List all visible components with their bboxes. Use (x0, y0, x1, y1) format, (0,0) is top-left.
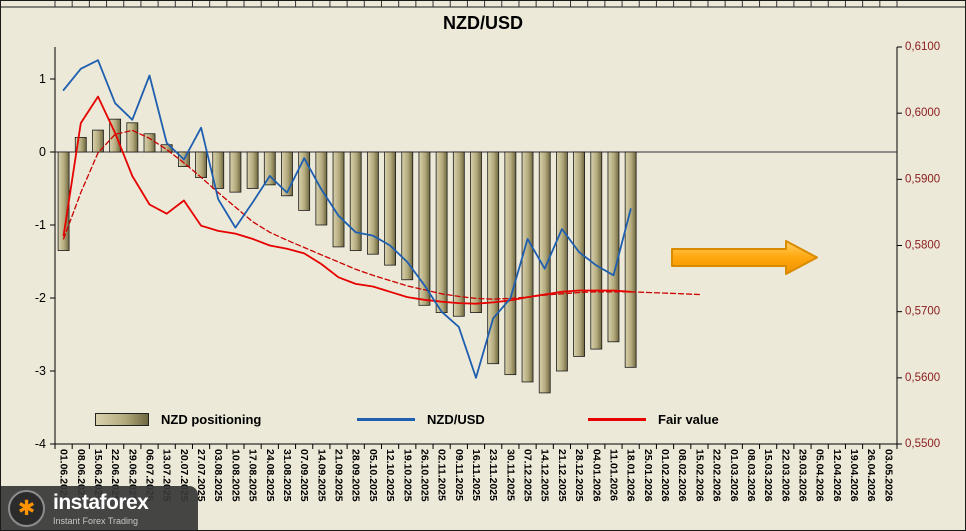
svg-text:18.01.2026: 18.01.2026 (625, 449, 637, 502)
svg-text:23.11.2025: 23.11.2025 (487, 449, 499, 501)
svg-text:02.11.2025: 02.11.2025 (436, 449, 448, 501)
svg-text:31.08.2025: 31.08.2025 (281, 449, 293, 502)
svg-text:08.02.2026: 08.02.2026 (676, 449, 688, 502)
svg-text:05.10.2025: 05.10.2025 (367, 449, 379, 502)
svg-text:28.12.2025: 28.12.2025 (573, 449, 585, 502)
svg-text:17.08.2025: 17.08.2025 (247, 449, 259, 502)
legend-bar-swatch-icon (95, 412, 149, 426)
svg-text:22.02.2026: 22.02.2026 (711, 449, 723, 502)
chart-title: NZD/USD (443, 13, 523, 33)
legend-line-swatch-blue-icon (357, 417, 415, 421)
legend-line-swatch-red-icon (588, 417, 646, 421)
svg-text:27.07.2025: 27.07.2025 (195, 449, 207, 502)
chart-legend: NZD positioning NZD/USD Fair value (0, 406, 966, 432)
legend-item-nzd-positioning: NZD positioning (95, 406, 261, 432)
svg-text:15.03.2026: 15.03.2026 (762, 449, 774, 502)
svg-text:12.10.2025: 12.10.2025 (384, 449, 396, 502)
svg-text:09.11.2025: 09.11.2025 (453, 449, 465, 501)
svg-text:0,6000: 0,6000 (905, 107, 940, 119)
svg-text:14.09.2025: 14.09.2025 (315, 449, 327, 502)
svg-text:-2: -2 (35, 291, 46, 305)
svg-text:-3: -3 (35, 364, 46, 378)
svg-text:0,5600: 0,5600 (905, 372, 940, 384)
svg-text:01.03.2026: 01.03.2026 (728, 449, 740, 502)
svg-text:-4: -4 (35, 437, 46, 451)
svg-text:28.09.2025: 28.09.2025 (350, 449, 362, 502)
svg-text:03.05.2026: 03.05.2026 (882, 449, 894, 502)
svg-text:30.11.2025: 30.11.2025 (504, 449, 516, 501)
svg-text:0,5700: 0,5700 (905, 306, 940, 318)
svg-text:14.12.2025: 14.12.2025 (539, 449, 551, 502)
legend-item-fair-value: Fair value (588, 406, 719, 432)
legend-label-nzdusd: NZD/USD (427, 411, 485, 427)
svg-text:22.03.2026: 22.03.2026 (779, 449, 791, 502)
svg-text:21.09.2025: 21.09.2025 (333, 449, 345, 502)
svg-text:08.03.2026: 08.03.2026 (745, 449, 757, 502)
svg-text:29.03.2026: 29.03.2026 (796, 449, 808, 502)
svg-text:-1: -1 (35, 218, 46, 232)
svg-text:19.04.2026: 19.04.2026 (848, 449, 860, 502)
brand-watermark: ✱ instaforex Instant Forex Trading (0, 486, 198, 531)
svg-text:01.02.2026: 01.02.2026 (659, 449, 671, 502)
svg-text:12.04.2026: 12.04.2026 (831, 449, 843, 502)
svg-text:04.01.2026: 04.01.2026 (590, 449, 602, 502)
svg-text:19.10.2025: 19.10.2025 (401, 449, 413, 502)
brand-tagline: Instant Forex Trading (53, 515, 139, 526)
svg-text:0,5800: 0,5800 (905, 240, 940, 252)
svg-text:10.08.2025: 10.08.2025 (229, 449, 241, 502)
svg-text:07.12.2025: 07.12.2025 (522, 449, 534, 502)
svg-text:26.04.2026: 26.04.2026 (865, 449, 877, 502)
svg-text:0,6100: 0,6100 (905, 41, 940, 53)
brand-text: instaforex Instant Forex Trading (53, 490, 149, 526)
svg-text:0,5900: 0,5900 (905, 173, 940, 185)
legend-label-fair-value: Fair value (658, 411, 719, 427)
svg-text:15.02.2026: 15.02.2026 (693, 449, 705, 502)
svg-text:21.12.2025: 21.12.2025 (556, 449, 568, 502)
svg-text:1: 1 (39, 72, 46, 86)
brand-name: instaforex (53, 490, 149, 514)
svg-text:03.08.2025: 03.08.2025 (212, 449, 224, 502)
svg-text:25.01.2026: 25.01.2026 (642, 449, 654, 502)
legend-label-nzd-positioning: NZD positioning (161, 411, 262, 427)
svg-text:24.08.2025: 24.08.2025 (264, 449, 276, 502)
svg-text:16.11.2025: 16.11.2025 (470, 449, 482, 501)
svg-text:0,5500: 0,5500 (905, 438, 940, 450)
svg-text:07.09.2025: 07.09.2025 (298, 449, 310, 502)
instaforex-logo-icon: ✱ (8, 490, 45, 527)
svg-text:11.01.2026: 11.01.2026 (607, 449, 619, 501)
svg-text:05.04.2026: 05.04.2026 (814, 449, 826, 502)
svg-text:0: 0 (39, 145, 46, 159)
legend-item-nzdusd: NZD/USD (357, 406, 485, 432)
svg-text:26.10.2025: 26.10.2025 (418, 449, 430, 502)
